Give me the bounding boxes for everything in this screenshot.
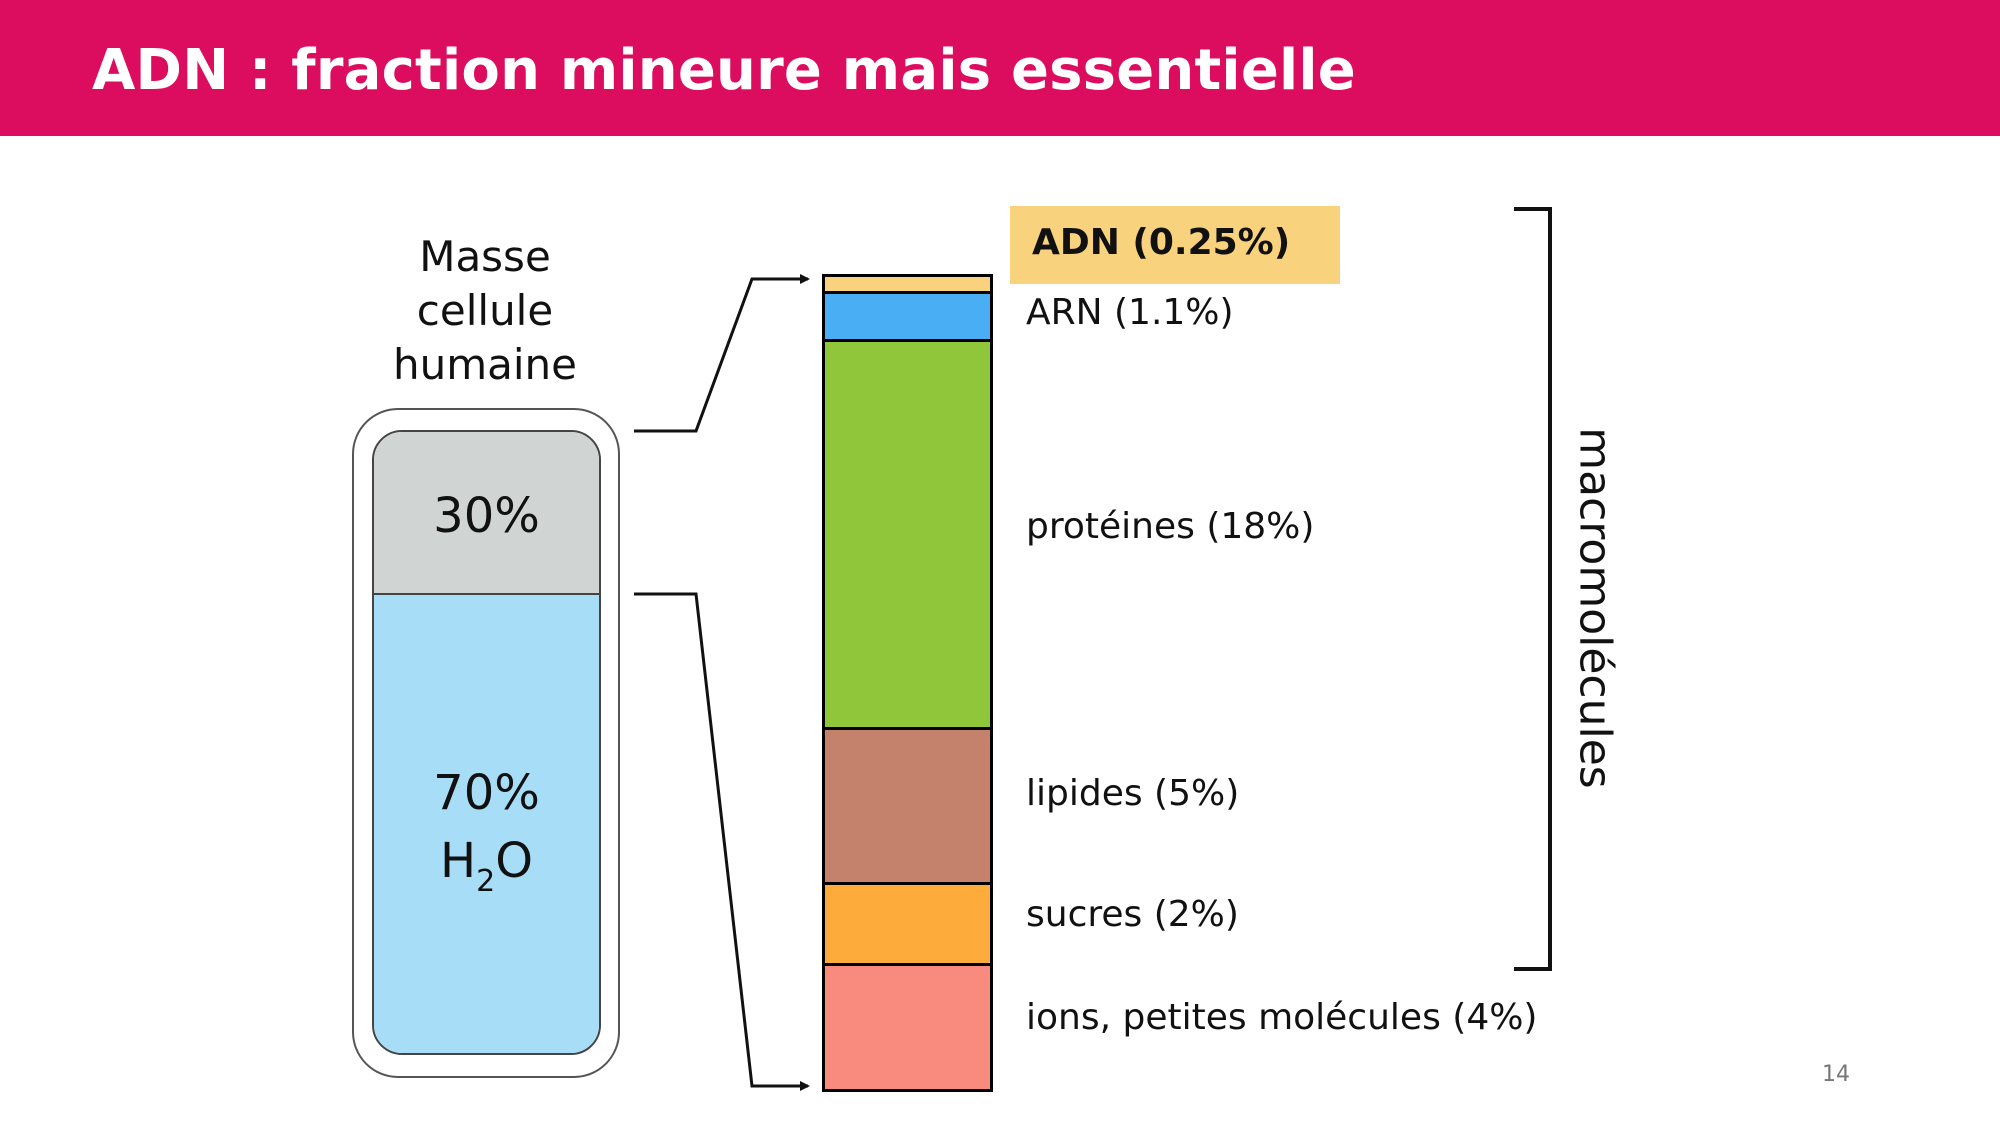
- segment-proteines: [822, 339, 993, 730]
- label-adn: ADN (0.25%): [1032, 222, 1291, 263]
- water-formula: H2O: [374, 827, 599, 902]
- dry-mass-percent: 30%: [433, 488, 540, 544]
- cell-container: 30% 70% H2O: [372, 430, 601, 1055]
- label-arn: ARN (1.1%): [1026, 292, 1234, 333]
- label-sucres: sucres (2%): [1026, 894, 1239, 935]
- formula-h: H: [440, 833, 477, 889]
- formula-subscript: 2: [476, 864, 496, 899]
- slide-title: ADN : fraction mineure mais essentielle: [92, 38, 1356, 103]
- segment-lipides: [822, 727, 993, 885]
- page-number: 14: [1822, 1062, 1850, 1087]
- macromolecules-bracket: [1514, 207, 1552, 971]
- cell-water-part: 70% H2O: [374, 595, 599, 1053]
- macromolecules-label: macromolécules: [1569, 427, 1621, 789]
- label-proteines: protéines (18%): [1026, 506, 1315, 547]
- cell-mass-label-line-1: Masse: [419, 232, 551, 281]
- adn-highlight-box: [1010, 206, 1340, 284]
- connector-top-arrow: [634, 274, 810, 433]
- connector-bottom-arrow: [634, 592, 810, 1091]
- water-percent: 70%: [433, 765, 540, 821]
- formula-o: O: [495, 833, 533, 889]
- segment-sucres: [822, 882, 993, 966]
- label-lipides: lipides (5%): [1026, 773, 1240, 814]
- segment-ions: [822, 963, 993, 1092]
- cell-mass-label-line-2: cellule: [416, 286, 554, 335]
- water-label: 70% H2O: [374, 759, 599, 902]
- cell-mass-label-line-3: humaine: [392, 340, 578, 389]
- cell-mass-label: Masse cellule humaine: [370, 230, 600, 392]
- label-ions: ions, petites molécules (4%): [1026, 997, 1538, 1038]
- segment-arn: [822, 291, 993, 342]
- slide-header: ADN : fraction mineure mais essentielle: [0, 0, 2000, 136]
- cell-dry-mass-part: 30%: [374, 432, 599, 595]
